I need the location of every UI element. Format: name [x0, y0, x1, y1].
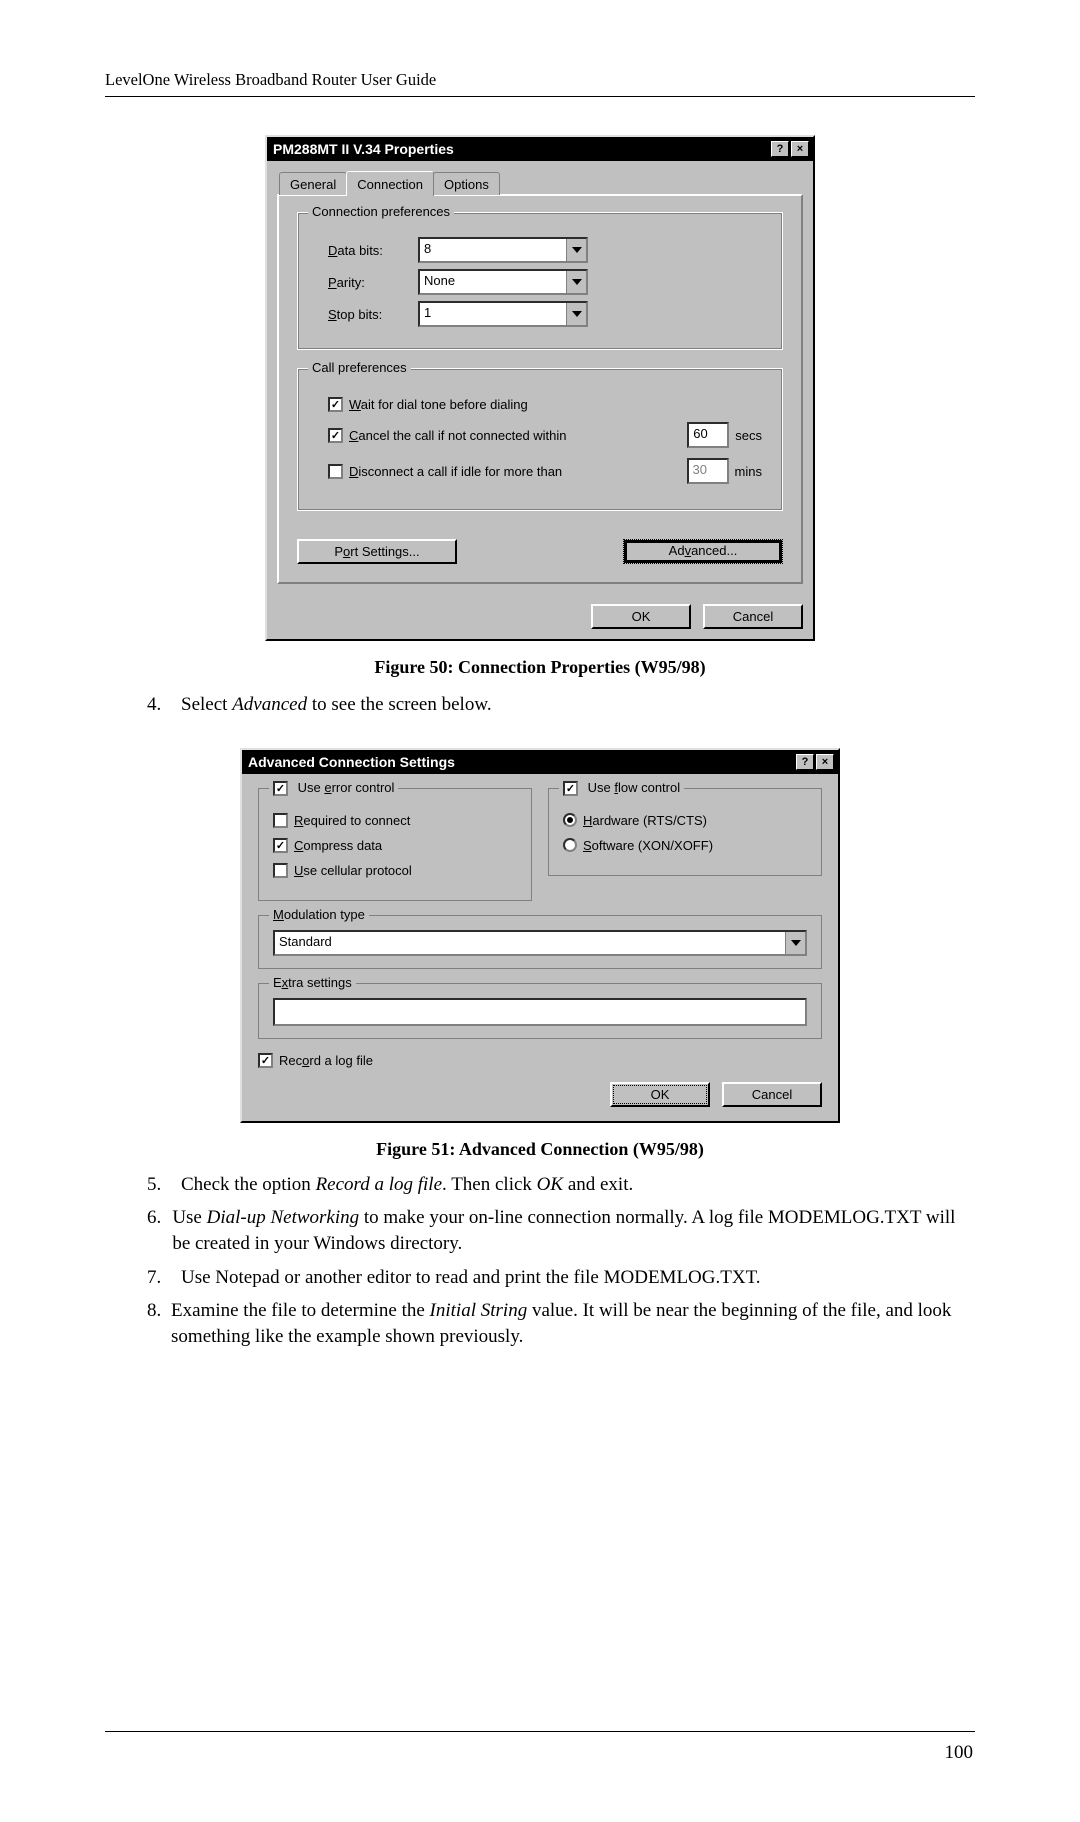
chevron-down-icon[interactable] — [566, 271, 586, 293]
error-control-legend: Use error control — [269, 780, 398, 796]
group-connection-preferences: Connection preferences Data bits: 8 Pari… — [297, 212, 783, 350]
page-header: LevelOne Wireless Broadband Router User … — [105, 70, 975, 97]
step-number: 5. — [147, 1172, 181, 1198]
parity-label: Parity: — [328, 275, 418, 290]
titlebar: PM288MT II V.34 Properties ? × — [267, 137, 813, 161]
flow-control-legend: Use flow control — [559, 780, 684, 796]
tab-options[interactable]: Options — [433, 172, 500, 195]
cancel-call-checkbox[interactable] — [328, 428, 343, 443]
use-error-control-checkbox[interactable] — [273, 781, 288, 796]
step-text: Examine the file to determine the Initia… — [171, 1298, 975, 1349]
tab-connection[interactable]: Connection — [346, 171, 434, 196]
titlebar: Advanced Connection Settings ? × — [242, 750, 838, 774]
step-text: Select Advanced to see the screen below. — [181, 692, 492, 718]
group-legend: Connection preferences — [308, 204, 454, 219]
footer-rule — [105, 1731, 975, 1732]
group-error-control: Use error control Required to connect Co… — [258, 788, 532, 901]
dialog-title: Advanced Connection Settings — [248, 754, 455, 770]
tab-panel-connection: Connection preferences Data bits: 8 Pari… — [277, 194, 803, 584]
hardware-radio[interactable] — [563, 813, 577, 827]
modulation-combo[interactable]: Standard — [273, 930, 807, 956]
chevron-down-icon[interactable] — [785, 932, 805, 954]
close-icon[interactable]: × — [791, 141, 809, 157]
use-cellular-checkbox[interactable] — [273, 863, 288, 878]
modulation-legend: Modulation type — [269, 907, 369, 922]
step-number: 4. — [147, 692, 181, 718]
properties-dialog: PM288MT II V.34 Properties ? × General C… — [265, 135, 815, 641]
cancel-secs-input[interactable]: 60 — [687, 422, 729, 448]
wait-dialtone-label: Wait for dial tone before dialing — [349, 397, 528, 412]
required-connect-checkbox[interactable] — [273, 813, 288, 828]
step-text: Use Dial-up Networking to make your on-l… — [172, 1205, 975, 1256]
page-number: 100 — [945, 1742, 974, 1764]
stop-bits-combo[interactable]: 1 — [418, 301, 588, 327]
ok-button[interactable]: OK — [610, 1082, 710, 1107]
figure-caption-50: Figure 50: Connection Properties (W95/98… — [105, 657, 975, 678]
figure-caption-51: Figure 51: Advanced Connection (W95/98) — [105, 1139, 975, 1160]
group-call-preferences: Call preferences Wait for dial tone befo… — [297, 368, 783, 511]
secs-unit: secs — [735, 428, 762, 443]
port-settings-button[interactable]: Port Settings... — [297, 539, 457, 564]
tab-general[interactable]: General — [279, 172, 347, 195]
help-icon[interactable]: ? — [796, 754, 814, 770]
record-log-checkbox[interactable] — [258, 1053, 273, 1068]
chevron-down-icon[interactable] — [566, 303, 586, 325]
disconnect-idle-checkbox[interactable] — [328, 464, 343, 479]
group-modulation-type: Modulation type Standard — [258, 915, 822, 969]
instruction-list-2: 5. Check the option Record a log file. T… — [105, 1172, 975, 1350]
step-text: Check the option Record a log file. Then… — [181, 1172, 633, 1198]
step-number: 8. — [147, 1298, 171, 1349]
disconnect-mins-input: 30 — [687, 458, 729, 484]
cancel-button[interactable]: Cancel — [703, 604, 803, 629]
step-number: 6. — [147, 1205, 172, 1256]
cancel-button[interactable]: Cancel — [722, 1082, 822, 1107]
stop-bits-label: Stop bits: — [328, 307, 418, 322]
instruction-list: 4. Select Advanced to see the screen bel… — [105, 692, 975, 718]
ok-button[interactable]: OK — [591, 604, 691, 629]
help-icon[interactable]: ? — [771, 141, 789, 157]
disconnect-idle-label: Disconnect a call if idle for more than — [349, 464, 562, 479]
group-legend: Call preferences — [308, 360, 411, 375]
close-icon[interactable]: × — [816, 754, 834, 770]
dialog-title: PM288MT II V.34 Properties — [273, 141, 454, 157]
parity-combo[interactable]: None — [418, 269, 588, 295]
use-flow-control-checkbox[interactable] — [563, 781, 578, 796]
software-radio[interactable] — [563, 838, 577, 852]
mins-unit: mins — [735, 464, 762, 479]
step-number: 7. — [147, 1265, 181, 1291]
advanced-connection-dialog: Advanced Connection Settings ? × Use err… — [240, 748, 840, 1123]
group-extra-settings: Extra settings — [258, 983, 822, 1039]
data-bits-combo[interactable]: 8 — [418, 237, 588, 263]
data-bits-label: Data bits: — [328, 243, 418, 258]
extra-settings-input[interactable] — [273, 998, 807, 1026]
group-flow-control: Use flow control Hardware (RTS/CTS) Soft… — [548, 788, 822, 876]
advanced-button[interactable]: Advanced... — [623, 539, 783, 564]
step-text: Use Notepad or another editor to read an… — [181, 1265, 761, 1291]
record-log-label: Record a log file — [279, 1053, 373, 1068]
wait-dialtone-checkbox[interactable] — [328, 397, 343, 412]
extra-settings-legend: Extra settings — [269, 975, 356, 990]
cancel-call-label: Cancel the call if not connected within — [349, 428, 567, 443]
chevron-down-icon[interactable] — [566, 239, 586, 261]
compress-data-checkbox[interactable] — [273, 838, 288, 853]
